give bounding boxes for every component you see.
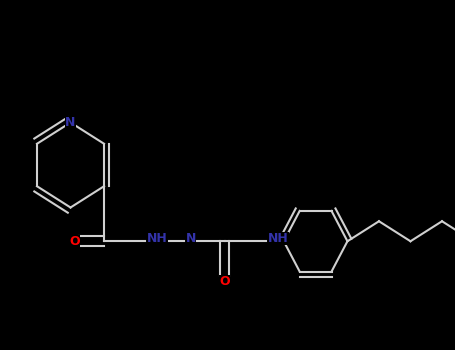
- Text: NH: NH: [268, 232, 288, 245]
- Text: NH: NH: [147, 232, 168, 245]
- Text: N: N: [66, 116, 76, 129]
- Text: O: O: [69, 235, 80, 248]
- Text: O: O: [219, 275, 230, 288]
- Text: N: N: [186, 232, 196, 245]
